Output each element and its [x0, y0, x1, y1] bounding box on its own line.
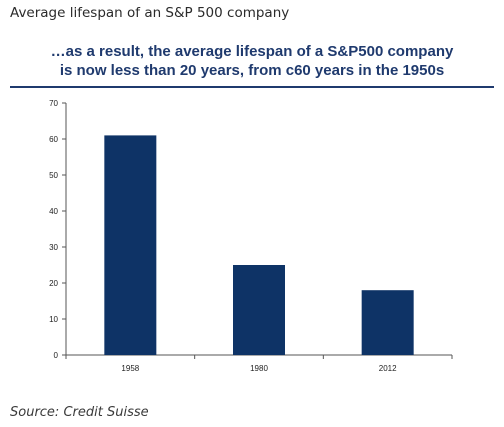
bar-1958 [104, 135, 157, 355]
x-axis: 1958 1980 2012 [65, 354, 453, 373]
y-axis: 0 10 20 30 40 50 60 70 [49, 99, 67, 360]
y-tick-label: 60 [49, 135, 58, 144]
bar-1980 [233, 265, 285, 355]
source-note: Source: Credit Suisse [10, 405, 149, 420]
y-tick-label: 40 [49, 207, 58, 216]
x-tick-label: 1958 [121, 364, 139, 373]
y-tick-label: 30 [49, 243, 58, 252]
x-tick-label: 1980 [250, 364, 268, 373]
y-tick-label: 0 [54, 351, 59, 360]
x-tick-label: 2012 [379, 364, 397, 373]
bars [104, 135, 414, 355]
title-divider [10, 86, 494, 88]
slide-title-line-1: …as a result, the average lifespan of a … [50, 43, 454, 60]
y-tick-label: 20 [49, 279, 58, 288]
bar-2012 [361, 290, 414, 355]
slide-title: …as a result, the average lifespan of a … [10, 42, 494, 80]
y-tick-label: 10 [49, 315, 58, 324]
y-tick-label: 50 [49, 171, 58, 180]
slide-title-line-2: is now less than 20 years, from c60 year… [59, 62, 445, 79]
page-heading: Average lifespan of an S&P 500 company [10, 5, 290, 21]
y-tick-label: 70 [49, 99, 58, 108]
